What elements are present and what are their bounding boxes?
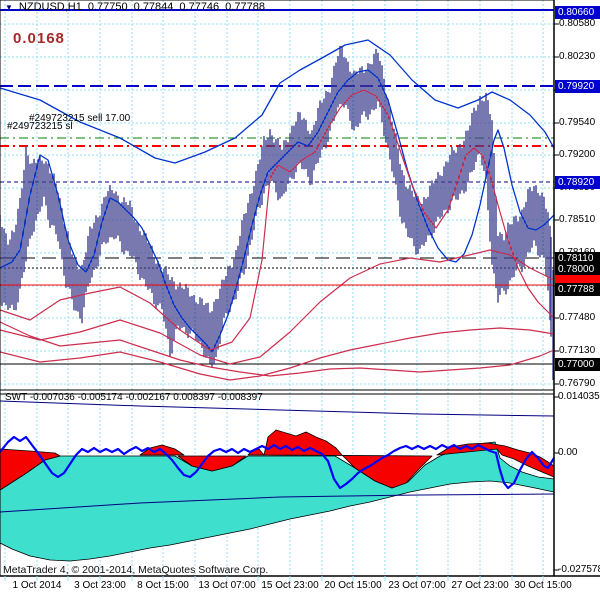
price-tick-label[interactable]: 0.79540 [559, 117, 596, 128]
price-tick-label[interactable]: 0.77130 [559, 345, 596, 356]
time-axis-label[interactable]: 20 Oct 15:00 [324, 580, 382, 591]
indicator-line [0, 327, 555, 381]
ohlc-close: 0.77788 [225, 1, 265, 13]
indicator-line [0, 249, 555, 365]
price-level-box: 0.78000 [555, 263, 600, 276]
price-tick-label[interactable]: 0.79200 [559, 149, 596, 160]
order-sl-line-label[interactable]: #249723215 sl [7, 121, 73, 132]
time-axis-label[interactable]: 23 Oct 07:00 [388, 580, 446, 591]
time-axis-label[interactable]: 8 Oct 15:00 [137, 580, 189, 591]
panel-tick-label[interactable]: -0.027578 [558, 564, 600, 575]
price-tick-label[interactable]: 0.77480 [559, 312, 596, 323]
ohlc-high: 0.77844 [133, 1, 174, 13]
swt-red-band [0, 448, 61, 491]
swt-lower-threshold [0, 493, 555, 513]
swt-cyan-band [0, 441, 555, 562]
time-axis-label[interactable]: 15 Oct 23:00 [261, 580, 319, 591]
swt-red-band [436, 442, 555, 478]
price-tick-label[interactable]: 0.80230 [559, 51, 596, 62]
price-level-box: 0.78110 [555, 252, 600, 265]
swt-upper-threshold [0, 400, 555, 417]
ohlc-open: 0.77750 [87, 1, 128, 13]
swt-red-band [177, 455, 247, 472]
copyright-label: MetaTrader 4, © 2001-2014, MetaQuotes So… [3, 564, 269, 576]
time-axis-label[interactable]: 13 Oct 07:00 [198, 580, 256, 591]
indicator-line [0, 69, 555, 353]
price-tick-label[interactable]: 0.78510 [559, 214, 596, 225]
ohlc-low: 0.77746 [179, 1, 220, 13]
order-open-line-label[interactable]: #249723215 sell 17.00 [29, 113, 131, 124]
symbol-period-label[interactable]: NZDUSD,H1 [18, 1, 82, 13]
indicator-line [0, 39, 555, 164]
price-tick-label[interactable]: 0.80580 [559, 18, 596, 29]
price-level-box: 0.78920 [555, 176, 600, 189]
price-level-box: 0.77788 [555, 283, 600, 296]
time-axis-label[interactable]: 30 Oct 15:00 [514, 580, 572, 591]
time-axis-label[interactable]: 27 Oct 23:00 [451, 580, 509, 591]
price-level-box: 0.77000 [555, 358, 600, 371]
price-level-box: 0.80660 [555, 6, 600, 19]
chart-header: ▼ NZDUSD,H1 0.77750 0.77844 0.77746 0.77788 [5, 1, 271, 13]
price-level-box: 0.79920 [555, 80, 600, 93]
panel-tick-label[interactable]: 0.014035 [558, 391, 600, 402]
swt-oscillator [0, 435, 555, 490]
panel-tick-label[interactable]: 0.00 [558, 447, 578, 458]
indicator-line [0, 89, 555, 351]
symbol-dropdown-icon[interactable]: ▼ [5, 3, 13, 12]
indicator-line [0, 321, 555, 377]
time-axis-label[interactable]: 1 Oct 2014 [12, 580, 62, 591]
indicator-header-swt: SWT -0.007036 -0.005174 -0.002167 0.0083… [5, 392, 263, 403]
swt-red-band [263, 429, 433, 489]
price-tick-label[interactable]: 0.76790 [559, 378, 596, 389]
range-annotation: 0.0168 [13, 30, 65, 47]
time-axis-label[interactable]: 3 Oct 23:00 [74, 580, 126, 591]
